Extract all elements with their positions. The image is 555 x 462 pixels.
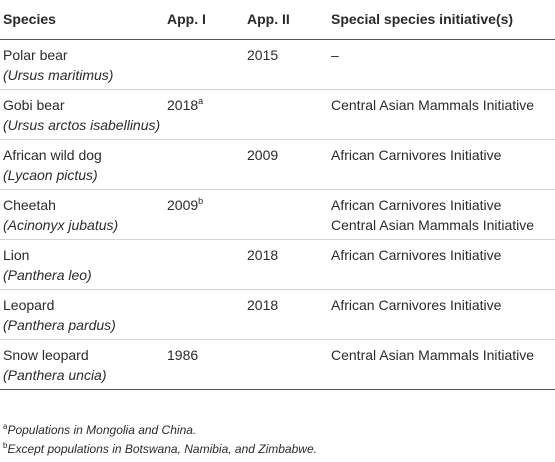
footnote: aPopulations in Mongolia and China. (3, 421, 317, 440)
app1-year: 1986 (167, 347, 199, 363)
scientific-name: (Ursus arctos isabellinus) (3, 117, 161, 133)
header-app1: App. I (167, 11, 206, 27)
app1-year: 2018 (167, 97, 199, 113)
header-row: Species App. I App. II Special species i… (0, 5, 555, 40)
table-row: African wild dog (Lycaon pictus) 2009 Afric… (0, 140, 555, 190)
footnote-text: Except populations in Botswana, Namibia,… (7, 442, 317, 456)
initiative-name: African Carnivores Initiative (331, 147, 502, 163)
scientific-name: (Panthera uncia) (3, 367, 107, 383)
footnotes: aPopulations in Mongolia and China. bExce… (3, 421, 317, 459)
initiatives-cell: African Carnivores Initiative (331, 240, 555, 290)
table-row: Snow leopard (Panthera uncia) 1986 Central … (0, 340, 555, 390)
initiative-name: Central Asian Mammals Initiative (331, 347, 535, 363)
header-initiatives: Special species initiative(s) (331, 11, 514, 27)
footnote-marker: a (198, 96, 204, 106)
initiative-name: African Carnivores Initiative (331, 197, 502, 213)
footnote-marker: a (3, 422, 8, 431)
species-cell: Polar bear (Ursus maritimus) (0, 40, 167, 90)
common-name: Snow leopard (3, 347, 89, 363)
table-row: Gobi bear (Ursus arctos isabellinus) 2018a… (0, 90, 555, 140)
app1-cell: 1986 (167, 340, 247, 390)
app2-cell (247, 340, 331, 390)
app2-cell: 2018 (247, 247, 279, 263)
species-cell: Snow leopard (Panthera uncia) (0, 340, 167, 390)
scientific-name: (Ursus maritimus) (3, 67, 114, 83)
header-app2: App. II (247, 11, 290, 27)
app2-cell: 2018 (247, 297, 279, 313)
initiatives-cell: Central Asian Mammals Initiative (331, 340, 555, 390)
footnote-marker: b (198, 196, 204, 206)
header-species: Species (3, 11, 56, 27)
initiative-name: – (331, 47, 339, 63)
app1-cell (167, 240, 247, 290)
common-name: African wild dog (3, 147, 102, 163)
app1-cell: 2018a (167, 90, 247, 140)
table-row: Leopard (Panthera pardus) 2018 African Carn… (0, 290, 555, 340)
app1-cell (167, 290, 247, 340)
app2-cell: 2015 (247, 47, 279, 63)
initiative-name: Central Asian Mammals Initiative (331, 97, 535, 113)
common-name: Cheetah (3, 197, 56, 213)
species-cell: Gobi bear (Ursus arctos isabellinus) (0, 90, 167, 140)
scientific-name: (Panthera pardus) (3, 317, 116, 333)
species-cell: African wild dog (Lycaon pictus) (0, 140, 167, 190)
scientific-name: (Panthera leo) (3, 267, 92, 283)
table-row: Polar bear (Ursus maritimus) 2015 – (0, 40, 555, 90)
initiatives-cell: – (331, 40, 555, 90)
initiatives-cell: African Carnivores Initiative (331, 290, 555, 340)
footnote-text: Populations in Mongolia and China. (7, 423, 197, 437)
table-header: Species App. I App. II Special species i… (0, 5, 555, 40)
app1-cell (167, 40, 247, 90)
initiatives-cell: African Carnivores Initiative Central Asi… (331, 190, 555, 240)
table-body: Polar bear (Ursus maritimus) 2015 – Gobi bea… (0, 40, 555, 390)
initiatives-cell: African Carnivores Initiative (331, 140, 555, 190)
scientific-name: (Lycaon pictus) (3, 167, 98, 183)
footnote: bExcept populations in Botswana, Namibia… (3, 440, 317, 459)
species-table: Species App. I App. II Special species i… (0, 5, 555, 390)
initiative-name: African Carnivores Initiative (331, 247, 502, 263)
app1-cell: 2009b (167, 190, 247, 240)
app1-year: 2009 (167, 197, 199, 213)
initiative-name: Central Asian Mammals Initiative (331, 217, 535, 233)
species-cell: Leopard (Panthera pardus) (0, 290, 167, 340)
table-row: Cheetah (Acinonyx jubatus) 2009b African Ca… (0, 190, 555, 240)
common-name: Polar bear (3, 47, 68, 63)
app2-cell (247, 90, 331, 140)
table-row: Lion (Panthera leo) 2018 African Carnivores… (0, 240, 555, 290)
common-name: Lion (3, 247, 30, 263)
footnote-marker: b (3, 441, 8, 450)
common-name: Leopard (3, 297, 55, 313)
app2-cell (247, 190, 331, 240)
species-cell: Cheetah (Acinonyx jubatus) (0, 190, 167, 240)
app2-cell: 2009 (247, 147, 279, 163)
initiative-name: African Carnivores Initiative (331, 297, 502, 313)
scientific-name: (Acinonyx jubatus) (3, 217, 119, 233)
common-name: Gobi bear (3, 97, 65, 113)
species-cell: Lion (Panthera leo) (0, 240, 167, 290)
initiatives-cell: Central Asian Mammals Initiative (331, 90, 555, 140)
app1-cell (167, 140, 247, 190)
